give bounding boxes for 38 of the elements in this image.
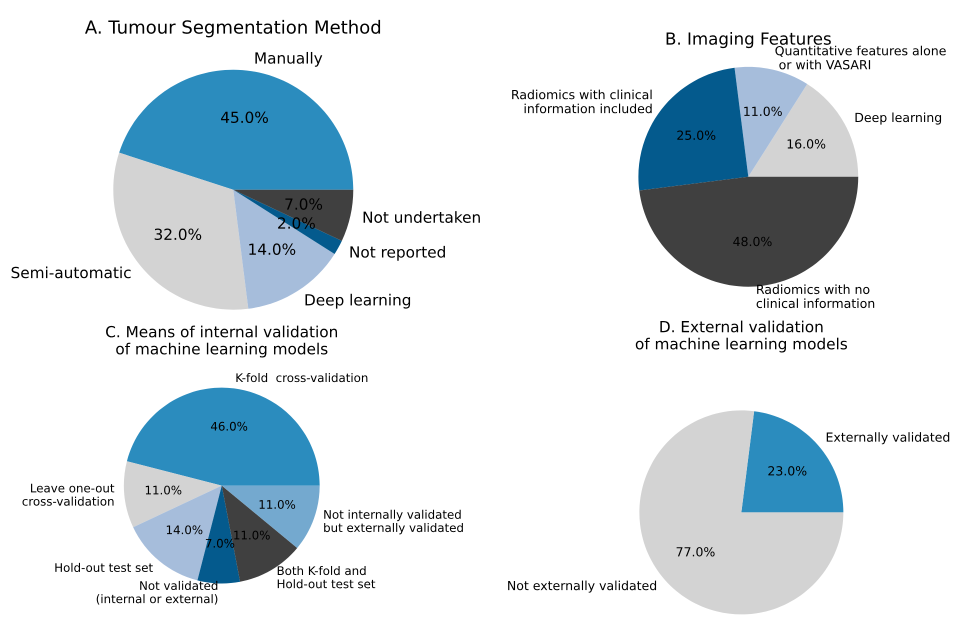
pie-slice (119, 70, 354, 190)
data-label: 11.0% (146, 486, 182, 495)
slice-label: K-fold cross-validation (236, 373, 368, 382)
data-label: 77.0% (676, 547, 715, 557)
slice-label: Not externally validated (508, 580, 656, 593)
slice-label: Manually (255, 52, 322, 67)
data-label: 14.0% (249, 243, 296, 255)
slice-label: Deep learning (306, 294, 410, 309)
slice-label: Not reported (350, 246, 445, 261)
chart-title: A. Tumour Segmentation Method (84, 20, 380, 38)
data-label: 45.0% (221, 111, 268, 124)
data-label: 14.0% (166, 525, 202, 534)
data-label: 48.0% (733, 236, 772, 246)
chart-title: C. Means of internal validation of machine learning models (106, 326, 338, 358)
slice-label: Radiomics with clinical information included (512, 90, 652, 114)
slice-label: Deep learning (856, 112, 942, 125)
slice-label: Radiomics with no clinical information (756, 284, 874, 308)
data-label: 16.0% (788, 139, 826, 149)
slice-label: Not internally validated but externally validated (324, 510, 463, 534)
slice-label: Semi-automatic (12, 266, 131, 278)
data-label: 23.0% (768, 466, 806, 476)
data-label: 32.0% (154, 228, 202, 240)
data-label: 11.0% (744, 106, 782, 116)
pie-slice (126, 388, 320, 486)
slice-label: Both K-fold and Hold-out test set (278, 566, 376, 588)
slice-label: Not undertaken (364, 211, 480, 223)
slice-label: Leave one-out cross-validation (22, 484, 114, 506)
data-label: 25.0% (677, 130, 716, 140)
slice-label: Hold-out test set (55, 562, 153, 572)
data-label: 46.0% (210, 422, 248, 431)
pie-slice (233, 190, 342, 254)
chart-title: D. External validation of machine learning models (636, 320, 848, 352)
pie-slice (233, 190, 354, 241)
data-label: 11.0% (234, 530, 270, 540)
slice-label: Externally validated (826, 432, 950, 444)
data-label: 11.0% (260, 500, 296, 509)
data-label: 7.0% (285, 198, 322, 210)
slice-label: Not validated (internal or external) (96, 580, 218, 605)
